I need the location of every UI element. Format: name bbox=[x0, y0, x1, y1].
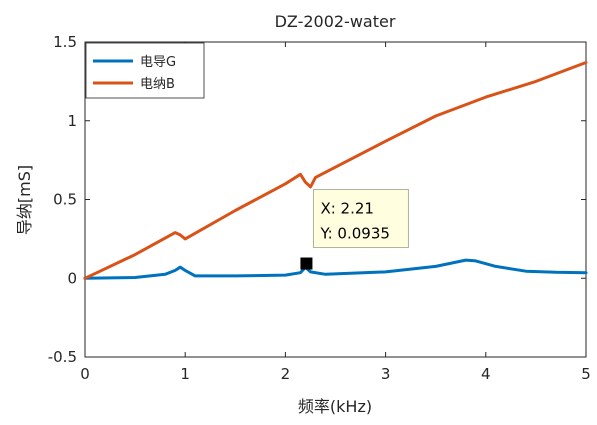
legend-box bbox=[85, 42, 205, 99]
y-tick-label: 0.5 bbox=[53, 191, 77, 209]
x-tick-label: 5 bbox=[581, 365, 591, 383]
y-tick-label: 1 bbox=[67, 112, 77, 130]
x-tick-label: 4 bbox=[481, 365, 491, 383]
datatip-box bbox=[312, 189, 409, 249]
y-tick-label: 0 bbox=[67, 269, 77, 287]
x-axis-title: 频率(kHz) bbox=[298, 397, 372, 416]
y-axis-title: 导纳[mS] bbox=[15, 165, 34, 235]
ticks-layer: 0 1 2 3 4 5-0.500.511.5 bbox=[48, 33, 591, 383]
chart-title: DZ-2002-water bbox=[275, 12, 396, 31]
legend-label-susceptance: 电纳B bbox=[140, 77, 175, 92]
datatip-y-text: Y: 0.0935 bbox=[319, 225, 389, 243]
x-tick-label: 2 bbox=[281, 365, 291, 383]
datatip-marker bbox=[300, 257, 313, 270]
legend-label-conductance: 电导G bbox=[140, 55, 176, 70]
legend: 电导G 电纳B bbox=[85, 42, 205, 99]
series-line-susceptance bbox=[83, 61, 588, 280]
y-tick-label: -0.5 bbox=[48, 348, 77, 366]
x-tick-label: 1 bbox=[180, 365, 190, 383]
x-tick-label: 0 bbox=[80, 365, 90, 383]
datatip-layer: X: 2.21 Y: 0.0935 bbox=[300, 189, 409, 270]
datatip-x-text: X: 2.21 bbox=[320, 200, 374, 218]
y-tick-label: 1.5 bbox=[53, 33, 77, 51]
x-tick-label: 3 bbox=[381, 365, 391, 383]
